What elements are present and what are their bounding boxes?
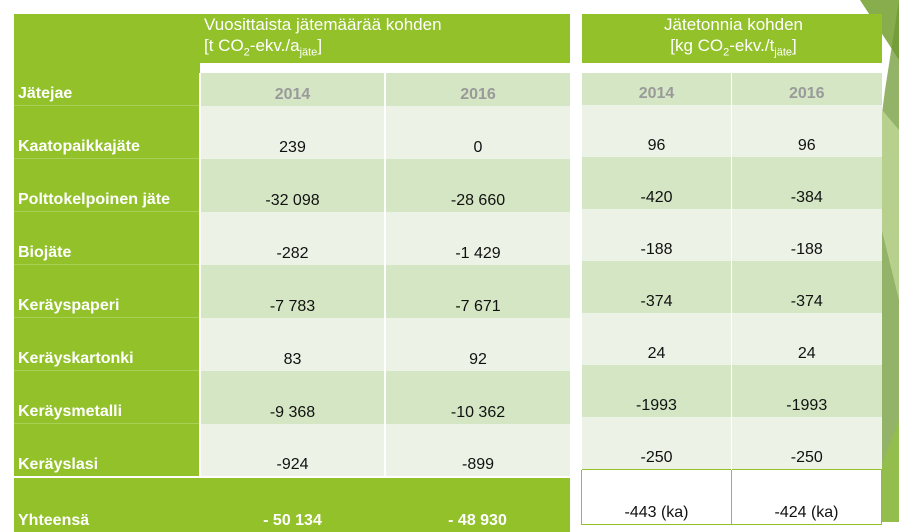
per-tonne-2014: 24 [581, 313, 732, 366]
annual-2016: -899 [384, 423, 570, 478]
per-tonne-2014: -1993 [581, 365, 732, 418]
per-tonne-header-title: Jätetonnia kohden [664, 15, 803, 34]
row-label: Keräyslasi [14, 423, 200, 478]
annual-header-unit: [t CO2-ekv./ajäte] [204, 36, 323, 59]
total-label: Yhteensä [14, 476, 200, 532]
annual-header: Vuosittaista jätemäärää kohden [t CO2-ek… [200, 14, 570, 64]
per-tonne-header: Jätetonnia kohden [kg CO2-ekv./tjäte] [581, 14, 882, 64]
table-row: Keräyspaperi -7 783 -7 671 [14, 264, 570, 318]
per-tonne-2016: -1993 [730, 365, 882, 418]
table-row: 24 24 [581, 313, 882, 366]
per-tonne-2016: -374 [730, 261, 882, 314]
row-label: Keräysmetalli [14, 370, 200, 424]
table-row: Kaatopaikkajäte 239 0 [14, 105, 570, 159]
annual-2016: -28 660 [384, 158, 570, 212]
table-row: Keräysmetalli -9 368 -10 362 [14, 370, 570, 424]
table-row: -374 -374 [581, 261, 882, 314]
total-annual-2016: - 48 930 [385, 476, 570, 532]
corner-cell [14, 14, 200, 64]
table-row: Keräyskartonki 83 92 [14, 317, 570, 371]
per-tonne-2016: -384 [730, 157, 882, 210]
per-tonne-2016: 96 [730, 105, 882, 158]
annual-2016: 92 [384, 317, 570, 371]
annual-2016: -7 671 [384, 264, 570, 318]
total-row: Yhteensä - 50 134 - 48 930 [14, 476, 570, 532]
annual-emissions-table: Vuosittaista jätemäärää kohden [t CO2-ek… [14, 14, 570, 532]
total-annual-2014: - 50 134 [200, 476, 385, 532]
row-label: Keräyskartonki [14, 317, 200, 371]
per-tonne-2016: -188 [730, 209, 882, 262]
table-row: Polttokelpoinen jäte -32 098 -28 660 [14, 158, 570, 212]
row-label: Polttokelpoinen jäte [14, 158, 200, 212]
year-2016: 2016 [384, 73, 570, 106]
annual-2016: -1 429 [384, 211, 570, 265]
per-tonne-2014: 96 [581, 105, 732, 158]
annual-2014: -9 368 [199, 370, 385, 424]
total-row: -443 (ka) -424 (ka) [581, 469, 883, 526]
table-row: Biojäte -282 -1 429 [14, 211, 570, 265]
annual-2014: -32 098 [199, 158, 385, 212]
total-per-tonne-2016: -424 (ka) [730, 469, 883, 526]
row-label: Kaatopaikkajäte [14, 105, 200, 159]
annual-2014: 239 [199, 105, 385, 159]
annual-2014: 83 [199, 317, 385, 371]
row-label: Keräyspaperi [14, 264, 200, 318]
per-tonne-header-unit: [kg CO2-ekv./tjäte] [670, 36, 797, 59]
per-tonne-2016: 24 [730, 313, 882, 366]
per-tonne-2014: -188 [581, 209, 732, 262]
table-row: 96 96 [581, 105, 882, 158]
per-tonne-2014: -374 [581, 261, 732, 314]
per-tonne-table: Jätetonnia kohden [kg CO2-ekv./tjäte] 20… [581, 14, 883, 526]
annual-2016: -10 362 [384, 370, 570, 424]
table-row: -420 -384 [581, 157, 882, 210]
per-tonne-2014: -250 [581, 417, 732, 470]
year-2014: 2014 [581, 73, 732, 106]
annual-2014: -924 [199, 423, 385, 478]
annual-2014: -7 783 [199, 264, 385, 318]
annual-2016: 0 [384, 105, 570, 159]
row-label: Biojäte [14, 211, 200, 265]
table-row: Keräyslasi -924 -899 [14, 423, 570, 478]
table-row: -1993 -1993 [581, 365, 882, 418]
column-label: Jätejae [14, 73, 200, 106]
year-2016: 2016 [730, 73, 882, 106]
per-tonne-2016: -250 [730, 417, 882, 470]
per-tonne-2014: -420 [581, 157, 732, 210]
year-2014: 2014 [199, 73, 385, 106]
annual-header-title: Vuosittaista jätemäärää kohden [204, 15, 442, 34]
table-row: -250 -250 [581, 417, 882, 470]
annual-2014: -282 [199, 211, 385, 265]
table-row: -188 -188 [581, 209, 882, 262]
total-per-tonne-2014: -443 (ka) [581, 469, 732, 526]
